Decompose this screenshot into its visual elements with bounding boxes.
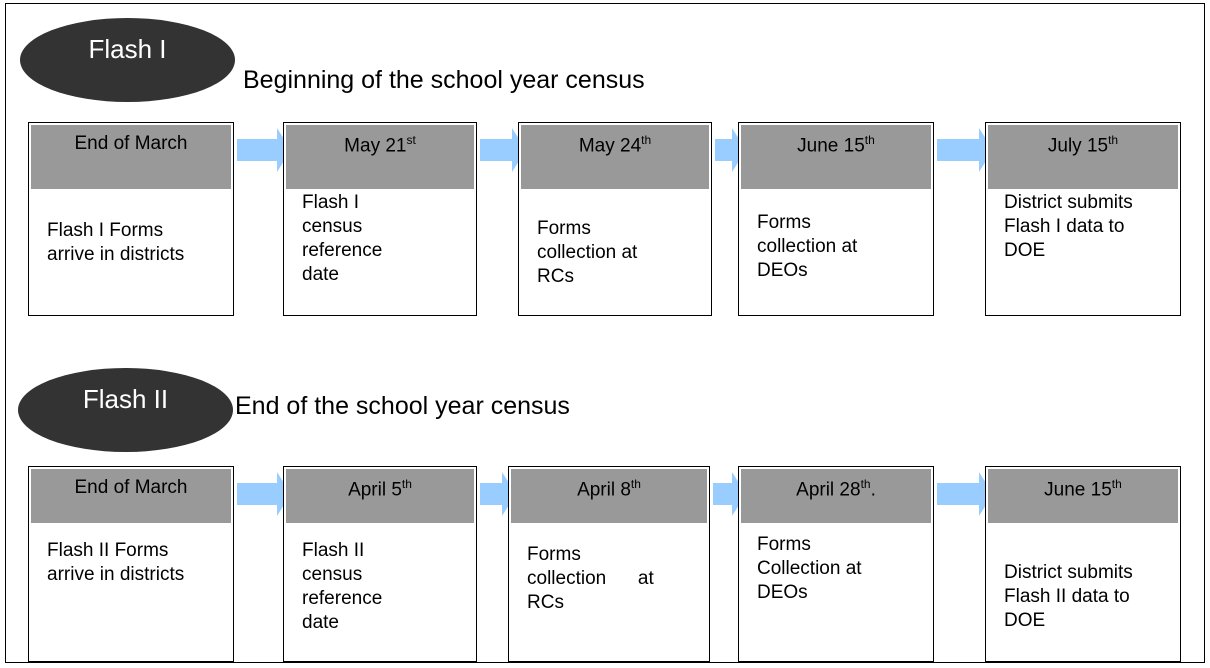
step-box: July 15th District submits Flash I data to… (985, 122, 1181, 316)
step-body: Flash I census reference date (302, 191, 472, 287)
step-date: June 15th (741, 125, 931, 189)
step-box: May 24th Forms collection at RCs (518, 122, 712, 316)
date-text: May 21 (344, 135, 407, 157)
body-line: reference (302, 588, 383, 609)
body-line: reference (302, 240, 383, 261)
arrow (480, 472, 516, 516)
date-text: June 15 (797, 135, 865, 157)
date-text: April 8 (577, 479, 631, 501)
step-box: June 15th District submits Flash II data t… (985, 466, 1181, 662)
step-body: District submits Flash II data to DOE (1004, 561, 1176, 633)
body-line: date (302, 264, 339, 285)
date-suffix: th (1111, 477, 1122, 491)
body-line: arrive in districts (47, 244, 185, 265)
date-text: May 24 (578, 135, 642, 157)
body-line: DOE (1004, 610, 1046, 631)
body-line: Forms (537, 218, 591, 239)
step-body: Forms collection at DEOs (757, 211, 929, 283)
body-line: collection at (527, 568, 654, 589)
step-date: End of March (31, 125, 231, 189)
date-suffix: th (630, 477, 641, 491)
arrow (713, 472, 746, 516)
date-suffix: th (864, 133, 875, 147)
date-suffix: th (401, 477, 412, 491)
body-line: DOE (1004, 240, 1046, 261)
body-line: Forms (757, 534, 811, 555)
date-text: July 15 (1047, 135, 1109, 157)
step-date: End of March (31, 469, 231, 523)
date-suffix: th (1108, 133, 1119, 147)
arrow (937, 128, 993, 172)
body-line: collection at (757, 236, 858, 257)
date-suffix: st (406, 133, 416, 147)
date-text: End of March (74, 133, 188, 154)
step-box: End of March Flash I Forms arrive in distr… (28, 122, 234, 316)
body-line: arrive in districts (47, 564, 185, 585)
step-box: May 21st Flash I census reference date (283, 122, 477, 316)
date-suffix: th (641, 133, 652, 147)
step-body: Forms collection at RCs (537, 217, 707, 289)
date-after: . (870, 479, 876, 501)
step-body: Flash I Forms arrive in districts (47, 219, 229, 267)
body-line: collection at (537, 242, 638, 263)
step-box: April 28th. Forms Collection at DEOs (738, 466, 934, 662)
arrow (937, 472, 993, 516)
step-body: Forms Collection at DEOs (757, 533, 929, 605)
body-line: date (302, 612, 339, 633)
step-date: April 8th (511, 469, 707, 523)
body-line: Forms (527, 544, 581, 565)
step-box: End of March Flash II Forms arrive in dist… (28, 466, 234, 662)
date-text: April 5 (348, 479, 402, 501)
body-line: census (302, 216, 363, 237)
body-line: District submits (1004, 562, 1133, 583)
body-line: Forms (757, 212, 811, 233)
step-box: April 8th Forms collection at RCs (508, 466, 710, 662)
body-line: RCs (537, 266, 574, 287)
step-body: District submits Flash I data to DOE (1004, 191, 1176, 263)
body-line: Flash I Forms (47, 220, 164, 241)
step-date: June 15th (988, 469, 1178, 523)
body-line: Flash II data to (1004, 586, 1130, 607)
arrow (480, 128, 526, 172)
body-line: Flash I data to (1004, 216, 1125, 237)
step-box: June 15th Forms collection at DEOs (738, 122, 934, 316)
step-date: May 21st (286, 125, 474, 189)
step-date: May 24th (521, 125, 709, 189)
body-line: RCs (527, 592, 564, 613)
body-line: Flash II Forms (47, 540, 169, 561)
body-line: census (302, 564, 363, 585)
body-line: Flash I (302, 192, 360, 213)
step-body: Flash II census reference date (302, 539, 472, 635)
step-box: April 5th Flash II census reference date (283, 466, 477, 662)
step-date: April 28th. (741, 469, 931, 523)
body-line: DEOs (757, 582, 808, 603)
body-line: Flash II (302, 540, 365, 561)
step-date: April 5th (286, 469, 474, 523)
step-body: Forms collection at RCs (527, 543, 705, 615)
date-text: June 15 (1044, 479, 1112, 501)
date-text: End of March (74, 477, 188, 498)
date-text: April 28 (796, 479, 861, 501)
step-body: Flash II Forms arrive in districts (47, 539, 229, 587)
flash-badge: Flash I (20, 18, 235, 102)
body-line: DEOs (757, 260, 808, 281)
date-suffix: th (860, 477, 871, 491)
arrow (237, 128, 291, 172)
flash-badge: Flash II (18, 368, 233, 452)
body-line: Collection at (757, 558, 862, 579)
section-subtitle: End of the school year census (235, 392, 570, 420)
step-date: July 15th (988, 125, 1178, 189)
arrow (237, 472, 291, 516)
section-subtitle: Beginning of the school year census (243, 66, 645, 94)
body-line: District submits (1004, 192, 1133, 213)
frame (5, 3, 1205, 663)
